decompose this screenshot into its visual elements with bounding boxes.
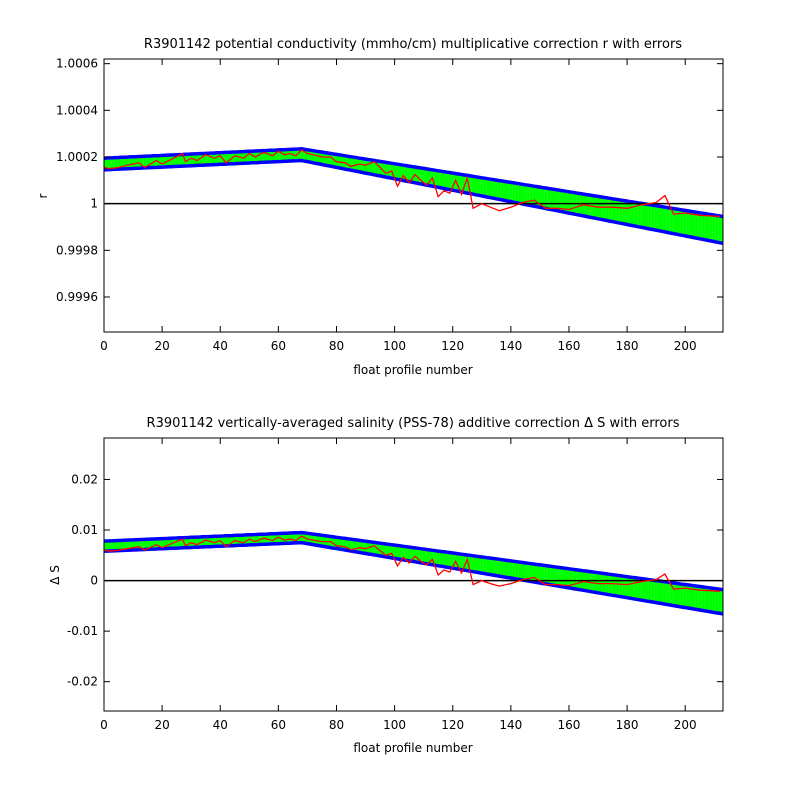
x-tick-label: 120	[441, 718, 464, 732]
x-axis-label: float profile number	[353, 741, 472, 755]
panel-title: R3901142 vertically-averaged salinity (P…	[147, 416, 680, 431]
x-tick-label: 100	[383, 339, 406, 353]
y-tick-label: -0.01	[67, 624, 98, 638]
x-tick-label: 80	[329, 339, 344, 353]
axes-frame	[103, 58, 724, 333]
y-axis-label: Δ S	[48, 565, 62, 585]
y-tick-label: 0.9996	[56, 290, 98, 304]
x-tick-label: 200	[674, 339, 697, 353]
conductivity-correction-panel: R3901142 potential conductivity (mmho/cm…	[36, 37, 724, 377]
x-tick-label: 200	[674, 718, 697, 732]
plot-area: 0 20 40 60 80 100 120 140 160 180 200 -0.02 -0.01 0 0.…	[67, 438, 723, 732]
measured-series-line	[104, 149, 721, 218]
x-axis-label: float profile number	[353, 363, 472, 377]
x-tick-label: 40	[213, 339, 228, 353]
x-tick-label: 20	[154, 339, 169, 353]
plot-inner	[104, 147, 723, 246]
y-tick-label: 1.0004	[56, 103, 98, 117]
axes-frame	[103, 437, 724, 712]
x-tick-label: 160	[558, 718, 581, 732]
y-tick-label: 1.0002	[56, 150, 98, 164]
x-tick-label: 60	[271, 339, 286, 353]
plot-inner	[104, 530, 723, 616]
x-tick-label: 180	[616, 339, 639, 353]
x-tick-label: 40	[213, 718, 228, 732]
x-tick-label: 80	[329, 718, 344, 732]
y-tick-label: 0	[90, 574, 98, 588]
error-band	[104, 147, 723, 246]
measured-series-line	[104, 535, 721, 592]
x-tick-label: 100	[383, 718, 406, 732]
x-tick-label: 140	[499, 718, 522, 732]
x-tick-label: 120	[441, 339, 464, 353]
plot-area: 0 20 40 60 80 100 120 140 160 180 200 0.9996 0.9998 1…	[56, 57, 723, 353]
y-tick-label: 0.9998	[56, 243, 98, 257]
y-tick-label: 1.0006	[56, 57, 98, 71]
x-tick-label: 0	[100, 718, 108, 732]
x-tick-label: 160	[558, 339, 581, 353]
y-tick-label: -0.02	[67, 675, 98, 689]
salinity-correction-panel: R3901142 vertically-averaged salinity (P…	[48, 416, 724, 755]
x-tick-label: 60	[271, 718, 286, 732]
y-axis-label: r	[36, 193, 50, 198]
x-tick-label: 0	[100, 339, 108, 353]
x-tick-label: 20	[154, 718, 169, 732]
y-tick-label: 1	[90, 197, 98, 211]
x-tick-label: 180	[616, 718, 639, 732]
y-tick-label: 0.02	[71, 472, 98, 486]
x-tick-label: 140	[499, 339, 522, 353]
panel-title: R3901142 potential conductivity (mmho/cm…	[144, 37, 682, 52]
y-tick-label: 0.01	[71, 523, 98, 537]
